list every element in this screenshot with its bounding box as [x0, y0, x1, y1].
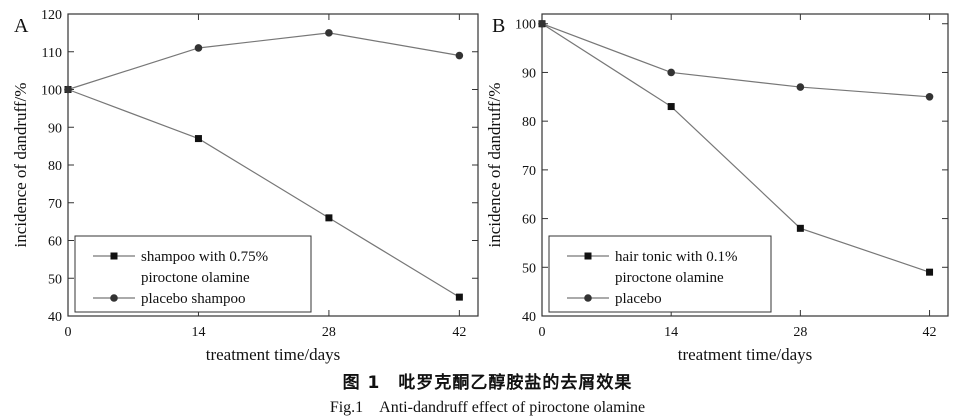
panel-b-x-tick-label: 0 — [539, 325, 546, 340]
panel-b-y-tick-label: 40 — [522, 310, 536, 325]
panel-b-series-1-point — [926, 268, 934, 276]
panel-a-y-tick-label: 40 — [48, 310, 62, 325]
panel-a-legend-marker — [110, 294, 118, 302]
panel-b-x-axis-label: treatment time/days — [678, 345, 813, 364]
panel-b-x-tick-label: 14 — [664, 325, 678, 340]
panel-b-y-tick-label: 90 — [522, 66, 536, 81]
panel-a-legend-label: placebo shampoo — [141, 291, 246, 307]
panel-a-x-axis-label: treatment time/days — [206, 345, 341, 364]
panel-a-x-tick-label: 42 — [452, 325, 466, 340]
panel-a-series-2-point — [194, 44, 203, 52]
panel-b-series-1-point — [667, 103, 675, 111]
panel-a-legend-label: piroctone olamine — [141, 270, 250, 286]
panel-b-y-axis-label: incidence of dandruff/% — [485, 83, 504, 248]
panel-a-legend-marker — [110, 252, 118, 260]
figure-caption-chinese: 图 1 吡罗克酮乙醇胺盐的去屑效果 — [342, 373, 633, 393]
panel-b-series-2-point — [925, 93, 934, 101]
panel-b-legend-label: placebo — [615, 291, 662, 307]
panel-a-y-tick-label: 90 — [48, 121, 62, 136]
panel-a-y-tick-label: 60 — [48, 235, 62, 250]
panel-a-x-tick-label: 14 — [191, 325, 205, 340]
panel-a-y-tick-label: 120 — [41, 8, 62, 23]
panel-b-legend-marker — [584, 252, 592, 260]
panel-a-x-tick-label: 28 — [322, 325, 336, 340]
figure-canvas: A 40 50 60 70 80 90 100 110 120 0 14 28 42 treatment t… — [11, 8, 949, 364]
panel-a-y-tick-label: 110 — [42, 46, 62, 61]
panel-a-series-2-point — [325, 29, 333, 37]
panel-b-y-tick-label: 50 — [522, 261, 536, 276]
panel-a-series-2-point — [64, 85, 72, 94]
panel-b-series-2-point — [538, 19, 546, 28]
panel-b-series-2-point — [667, 68, 675, 77]
panel-a-legend: shampoo with 0.75% piroctone olamine place… — [74, 235, 312, 313]
panel-a-label: A — [14, 15, 29, 37]
panel-b-x-tick-label: 28 — [793, 325, 807, 340]
panel-a-legend-label: shampoo with 0.75% — [141, 249, 268, 265]
panel-b-series-2-point — [796, 83, 805, 91]
panel-b-y-tick-label: 60 — [522, 213, 536, 228]
panel-a-series-1-point — [455, 293, 463, 301]
panel-a-y-axis-label: incidence of dandruff/% — [11, 83, 30, 248]
panel-b-frame — [541, 13, 949, 317]
panel-a-y-tick-label: 50 — [48, 272, 62, 287]
panel-b-y-tick-label: 80 — [522, 115, 536, 130]
panel-a-series-1-point — [194, 135, 202, 143]
panel-b-series-1-line — [541, 23, 930, 273]
panel-a-series-1-point — [325, 214, 333, 222]
panel-b-legend-label: piroctone olamine — [615, 270, 724, 286]
panel-b-series-1-point — [796, 224, 804, 232]
panel-a: A 40 50 60 70 80 90 100 110 120 0 14 28 42 treatment t… — [11, 8, 479, 364]
panel-a-y-tick-label: 70 — [48, 197, 62, 212]
panel-a-y-tick-label: 80 — [48, 159, 62, 174]
panel-b-label: B — [492, 15, 505, 37]
panel-b-legend-label: hair tonic with 0.1% — [615, 249, 737, 265]
panel-b-series-2-line — [541, 23, 930, 98]
panel-a-y-tick-label: 100 — [41, 84, 62, 99]
panel-b-legend: hair tonic with 0.1% piroctone olamine pla… — [548, 235, 772, 313]
panel-a-series-2-point — [455, 51, 464, 60]
panel-a-series-2-line — [67, 32, 460, 91]
panel-b-y-tick-label: 70 — [522, 164, 536, 179]
panel-b-x-tick-label: 42 — [923, 325, 937, 340]
panel-b-legend-marker — [584, 294, 592, 302]
figure-caption-english: Fig.1 Anti-dandruff effect of piroctone … — [329, 399, 646, 416]
panel-b: B 40 50 60 70 80 90 100 0 14 28 42 treatment time/da… — [485, 13, 949, 364]
panel-a-x-tick-label: 0 — [65, 325, 72, 340]
panel-b-y-tick-label: 100 — [515, 18, 536, 33]
panel-a-series-1-line — [67, 88, 460, 298]
